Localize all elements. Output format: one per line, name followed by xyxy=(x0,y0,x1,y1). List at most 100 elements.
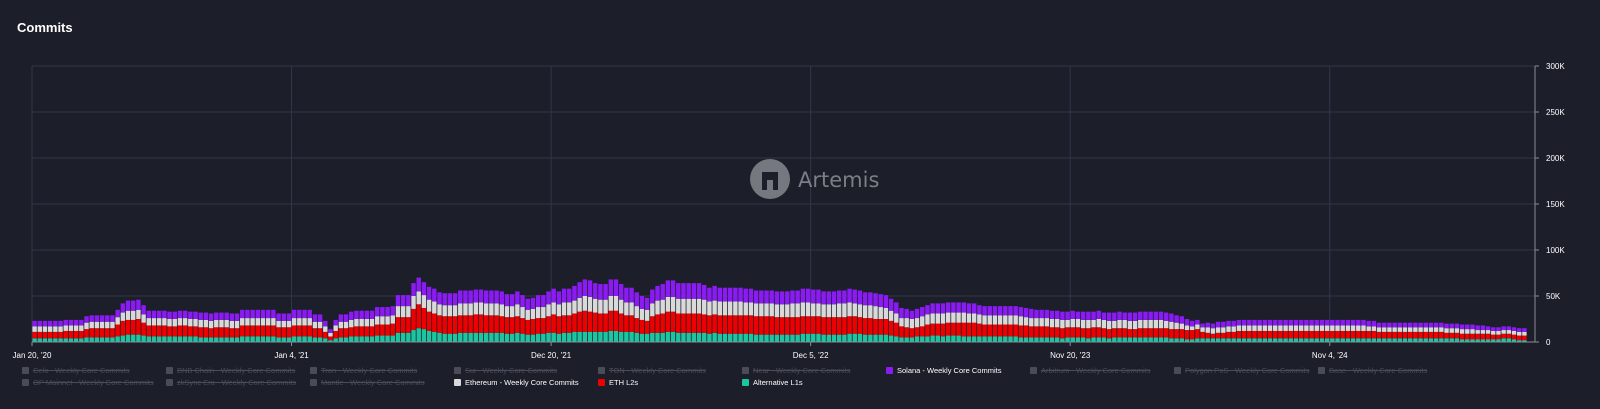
bar-segment[interactable] xyxy=(208,320,214,329)
bar-segment[interactable] xyxy=(925,314,930,325)
bar-segment[interactable] xyxy=(977,323,982,337)
bar-segment[interactable] xyxy=(1314,338,1319,342)
bar-segment[interactable] xyxy=(785,334,790,342)
bar-segment[interactable] xyxy=(115,324,120,337)
bar-segment[interactable] xyxy=(1106,338,1112,342)
bar-segment[interactable] xyxy=(63,325,68,331)
bar-segment[interactable] xyxy=(110,337,115,342)
bar-segment[interactable] xyxy=(1117,328,1122,338)
bar-segment[interactable] xyxy=(909,328,915,338)
bar-segment[interactable] xyxy=(489,315,494,333)
bar-segment[interactable] xyxy=(1039,337,1044,342)
bar-segment[interactable] xyxy=(1200,338,1205,342)
bar-segment[interactable] xyxy=(271,336,276,342)
bar-segment[interactable] xyxy=(1439,322,1444,328)
bar-segment[interactable] xyxy=(32,331,37,339)
bar-segment[interactable] xyxy=(1480,330,1486,334)
bar-segment[interactable] xyxy=(608,296,613,311)
bar-segment[interactable] xyxy=(790,334,795,342)
bar-segment[interactable] xyxy=(1153,328,1159,338)
bar-segment[interactable] xyxy=(1221,338,1226,342)
bar-segment[interactable] xyxy=(520,307,525,319)
bar-segment[interactable] xyxy=(1215,327,1221,333)
bar-segment[interactable] xyxy=(665,296,671,312)
bar-segment[interactable] xyxy=(743,315,748,334)
bar-segment[interactable] xyxy=(567,315,572,333)
bar-segment[interactable] xyxy=(323,320,328,327)
bar-segment[interactable] xyxy=(904,308,909,319)
bar-segment[interactable] xyxy=(971,303,977,314)
bar-segment[interactable] xyxy=(509,317,515,334)
bar-segment[interactable] xyxy=(603,313,608,332)
bar-segment[interactable] xyxy=(1034,309,1039,319)
bar-segment[interactable] xyxy=(281,327,286,338)
bar-segment[interactable] xyxy=(982,306,987,316)
bar-segment[interactable] xyxy=(613,310,619,331)
bar-segment[interactable] xyxy=(624,302,629,316)
bar-segment[interactable] xyxy=(1392,322,1397,328)
bar-segment[interactable] xyxy=(250,325,255,337)
bar-segment[interactable] xyxy=(219,319,224,328)
bar-segment[interactable] xyxy=(1454,332,1460,339)
bar-segment[interactable] xyxy=(198,312,203,320)
bar-segment[interactable] xyxy=(333,330,338,339)
bar-segment[interactable] xyxy=(141,305,146,315)
bar-segment[interactable] xyxy=(426,311,432,331)
bar-segment[interactable] xyxy=(1003,336,1008,342)
bar-segment[interactable] xyxy=(354,310,359,319)
bar-segment[interactable] xyxy=(203,337,209,342)
bar-segment[interactable] xyxy=(473,302,479,315)
bar-segment[interactable] xyxy=(842,290,847,304)
bar-segment[interactable] xyxy=(670,331,676,342)
bar-segment[interactable] xyxy=(520,318,525,334)
bar-segment[interactable] xyxy=(1475,333,1480,340)
bar-segment[interactable] xyxy=(1501,326,1506,331)
bar-segment[interactable] xyxy=(1247,319,1252,326)
bar-segment[interactable] xyxy=(494,303,499,316)
bar-segment[interactable] xyxy=(1215,332,1221,339)
bar-segment[interactable] xyxy=(655,332,660,342)
bar-segment[interactable] xyxy=(32,338,37,342)
bar-segment[interactable] xyxy=(753,316,759,335)
bar-segment[interactable] xyxy=(722,333,728,342)
bar-segment[interactable] xyxy=(255,336,261,342)
bar-segment[interactable] xyxy=(852,303,857,317)
bar-segment[interactable] xyxy=(1361,325,1366,331)
bar-segment[interactable] xyxy=(624,331,629,342)
bar-segment[interactable] xyxy=(894,302,899,314)
bar-segment[interactable] xyxy=(795,317,800,335)
bar-segment[interactable] xyxy=(1402,327,1408,332)
bar-segment[interactable] xyxy=(1402,322,1408,328)
bar-segment[interactable] xyxy=(613,330,619,342)
bar-segment[interactable] xyxy=(525,334,530,342)
bar-segment[interactable] xyxy=(1491,334,1496,340)
bar-segment[interactable] xyxy=(1189,320,1195,327)
bar-segment[interactable] xyxy=(676,298,681,314)
bar-segment[interactable] xyxy=(105,328,110,338)
bar-segment[interactable] xyxy=(484,315,489,333)
bar-segment[interactable] xyxy=(1049,327,1055,338)
bar-segment[interactable] xyxy=(686,332,691,342)
bar-segment[interactable] xyxy=(779,291,785,305)
bar-segment[interactable] xyxy=(852,333,857,342)
bar-segment[interactable] xyxy=(1350,338,1356,342)
bar-segment[interactable] xyxy=(1428,338,1434,342)
bar-segment[interactable] xyxy=(307,325,312,337)
bar-segment[interactable] xyxy=(1003,324,1008,337)
bar-segment[interactable] xyxy=(364,310,370,319)
bar-segment[interactable] xyxy=(930,313,935,324)
bar-segment[interactable] xyxy=(795,334,800,342)
bar-segment[interactable] xyxy=(1428,322,1434,328)
bar-segment[interactable] xyxy=(1485,326,1491,331)
bar-segment[interactable] xyxy=(260,336,266,342)
bar-segment[interactable] xyxy=(593,283,598,299)
bar-segment[interactable] xyxy=(665,331,671,342)
bar-segment[interactable] xyxy=(1158,337,1164,342)
bar-segment[interactable] xyxy=(1304,338,1309,342)
bar-segment[interactable] xyxy=(125,300,131,311)
bar-segment[interactable] xyxy=(442,333,447,342)
bar-segment[interactable] xyxy=(951,302,956,313)
bar-segment[interactable] xyxy=(971,313,977,323)
bar-segment[interactable] xyxy=(105,321,110,329)
bar-segment[interactable] xyxy=(234,313,240,321)
